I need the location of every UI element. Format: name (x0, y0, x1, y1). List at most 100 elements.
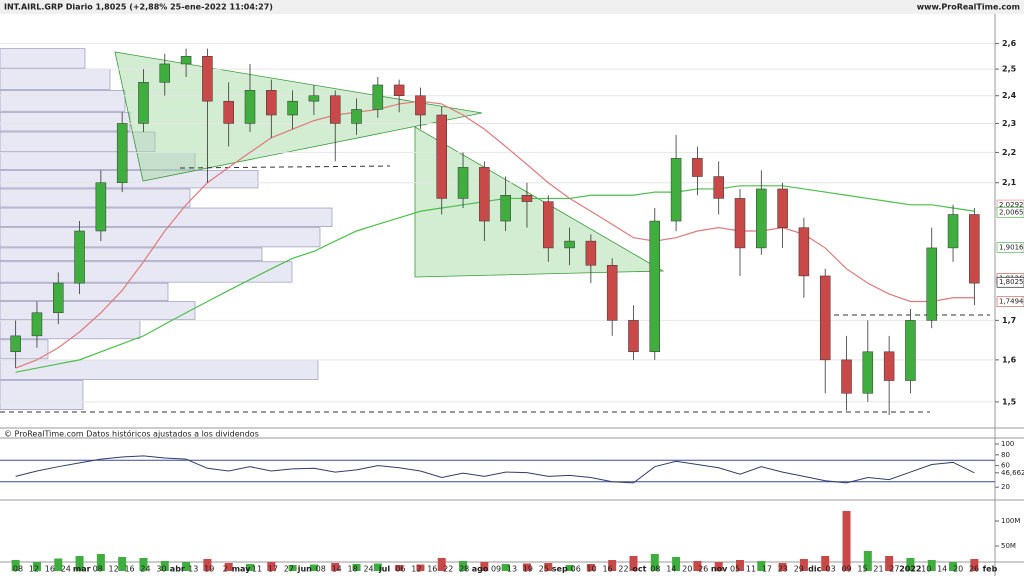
candle-body (628, 320, 639, 353)
candle-body (116, 123, 128, 183)
x-tick-label: 26 (698, 565, 708, 574)
volume-bar (224, 563, 233, 571)
x-tick-label: 12 (411, 565, 421, 574)
candle-body (905, 320, 916, 381)
x-tick-label: 08 (650, 565, 660, 574)
candle-body (393, 84, 405, 96)
x-tick-label: 26 (969, 565, 979, 574)
x-tick-label: oct (632, 565, 646, 574)
volume-bar (970, 559, 979, 571)
price-label: 2,0292 (999, 201, 1024, 209)
volume-bar (672, 557, 681, 571)
volume-bar (501, 564, 510, 571)
x-tick-label: 17 (268, 565, 278, 574)
volume-bar (650, 554, 659, 571)
price-label: 2,0065 (999, 208, 1024, 216)
price-label: 1,8025 (999, 278, 1024, 286)
x-tick-label: nov (711, 565, 728, 574)
candle-body (670, 158, 682, 222)
volume-tick-label: 100M (1001, 517, 1020, 525)
volume-bar (608, 560, 617, 571)
price-label-box (996, 296, 1024, 308)
x-tick-label: 16 (45, 565, 55, 574)
volume-bar (522, 563, 531, 571)
x-tick-label: 05 (730, 565, 740, 574)
rsi-line (15, 455, 975, 484)
y-tick-label: 1,5 (1002, 397, 1017, 406)
rsi-tick-label: 80 (1001, 451, 1010, 459)
candle-body (287, 100, 298, 116)
volume-bar (160, 561, 169, 571)
candle-body (74, 230, 85, 284)
x-tick-label: 23 (778, 565, 788, 574)
candle-body (926, 247, 937, 321)
x-tick-label: 09 (491, 565, 501, 574)
x-tick-label: 19 (523, 565, 533, 574)
y-tick-label: 2,5 (1002, 65, 1017, 74)
x-tick-label: jun (297, 565, 312, 574)
volume-bar (459, 561, 468, 571)
x-tick-label: may (232, 565, 251, 574)
y-tick-label: 1,7 (1002, 316, 1016, 325)
x-tick-label: 25 (539, 565, 549, 574)
candle-body (244, 90, 256, 124)
volume-bar (373, 563, 382, 571)
volume-bar (246, 564, 254, 571)
volume-bar (352, 564, 361, 571)
candle-body (798, 227, 810, 277)
candle-body (947, 214, 959, 249)
candle-body (479, 167, 490, 222)
x-tick-label: 30 (156, 565, 166, 574)
source: www.ProRealTime.com (917, 3, 1020, 12)
x-tick-label: 29 (794, 565, 804, 574)
y-tick-label: 2,4 (1002, 91, 1017, 100)
note: © ProRealTime.com Datos históricos ajust… (4, 429, 259, 439)
volume-profile-bar (0, 68, 111, 90)
volume-bar (885, 556, 894, 571)
x-tick-label: 11 (252, 565, 262, 574)
volume-profile-bar (0, 48, 86, 69)
rsi-tick-label: 100 (1001, 440, 1014, 448)
rsi-tick-label: 20 (1001, 483, 1010, 491)
volume-bar (54, 558, 63, 571)
x-tick-label: 2 (223, 565, 228, 574)
candle-body (159, 63, 171, 83)
volume-profile-bar (0, 301, 196, 320)
x-tick-label: dic (808, 565, 821, 574)
volume-bar (757, 561, 766, 571)
volume-bar (778, 563, 787, 571)
candle-body (351, 109, 362, 124)
x-tick-label: 24 (363, 565, 373, 574)
volume-bar (267, 562, 276, 571)
volume-bar (182, 562, 191, 571)
x-tick-label: 10 (587, 565, 597, 574)
x-tick-label: 27 (284, 565, 294, 574)
candle-body (969, 214, 980, 284)
x-tick-label: 22 (618, 565, 628, 574)
y-tick-label: 1,6 (1002, 355, 1017, 364)
candle-body (10, 335, 21, 353)
x-tick-label: 17 (762, 565, 772, 574)
volume-bar (437, 558, 446, 571)
dashed-line (179, 165, 391, 169)
x-tick-label: 08 (93, 565, 103, 574)
volume-profile-bar (0, 188, 191, 208)
x-tick-label: 24 (140, 565, 150, 574)
candle-body (585, 240, 597, 266)
candle-body (883, 351, 895, 381)
x-tick-label: 20 (953, 565, 963, 574)
x-tick-label: 08 (13, 565, 23, 574)
y-tick-label: 2,2 (1002, 148, 1016, 157)
candle-body (692, 158, 703, 177)
volume-bar (118, 557, 127, 571)
x-tick-label: mar (73, 565, 91, 574)
volume-profile-bar (0, 247, 263, 262)
candle-body (223, 100, 234, 124)
x-tick-label: abr (170, 565, 185, 574)
candle-body (202, 55, 213, 102)
candle-body (606, 265, 618, 321)
volume-bar (75, 556, 84, 571)
x-tick-label: 12 (29, 565, 39, 574)
candle-body (457, 167, 469, 199)
